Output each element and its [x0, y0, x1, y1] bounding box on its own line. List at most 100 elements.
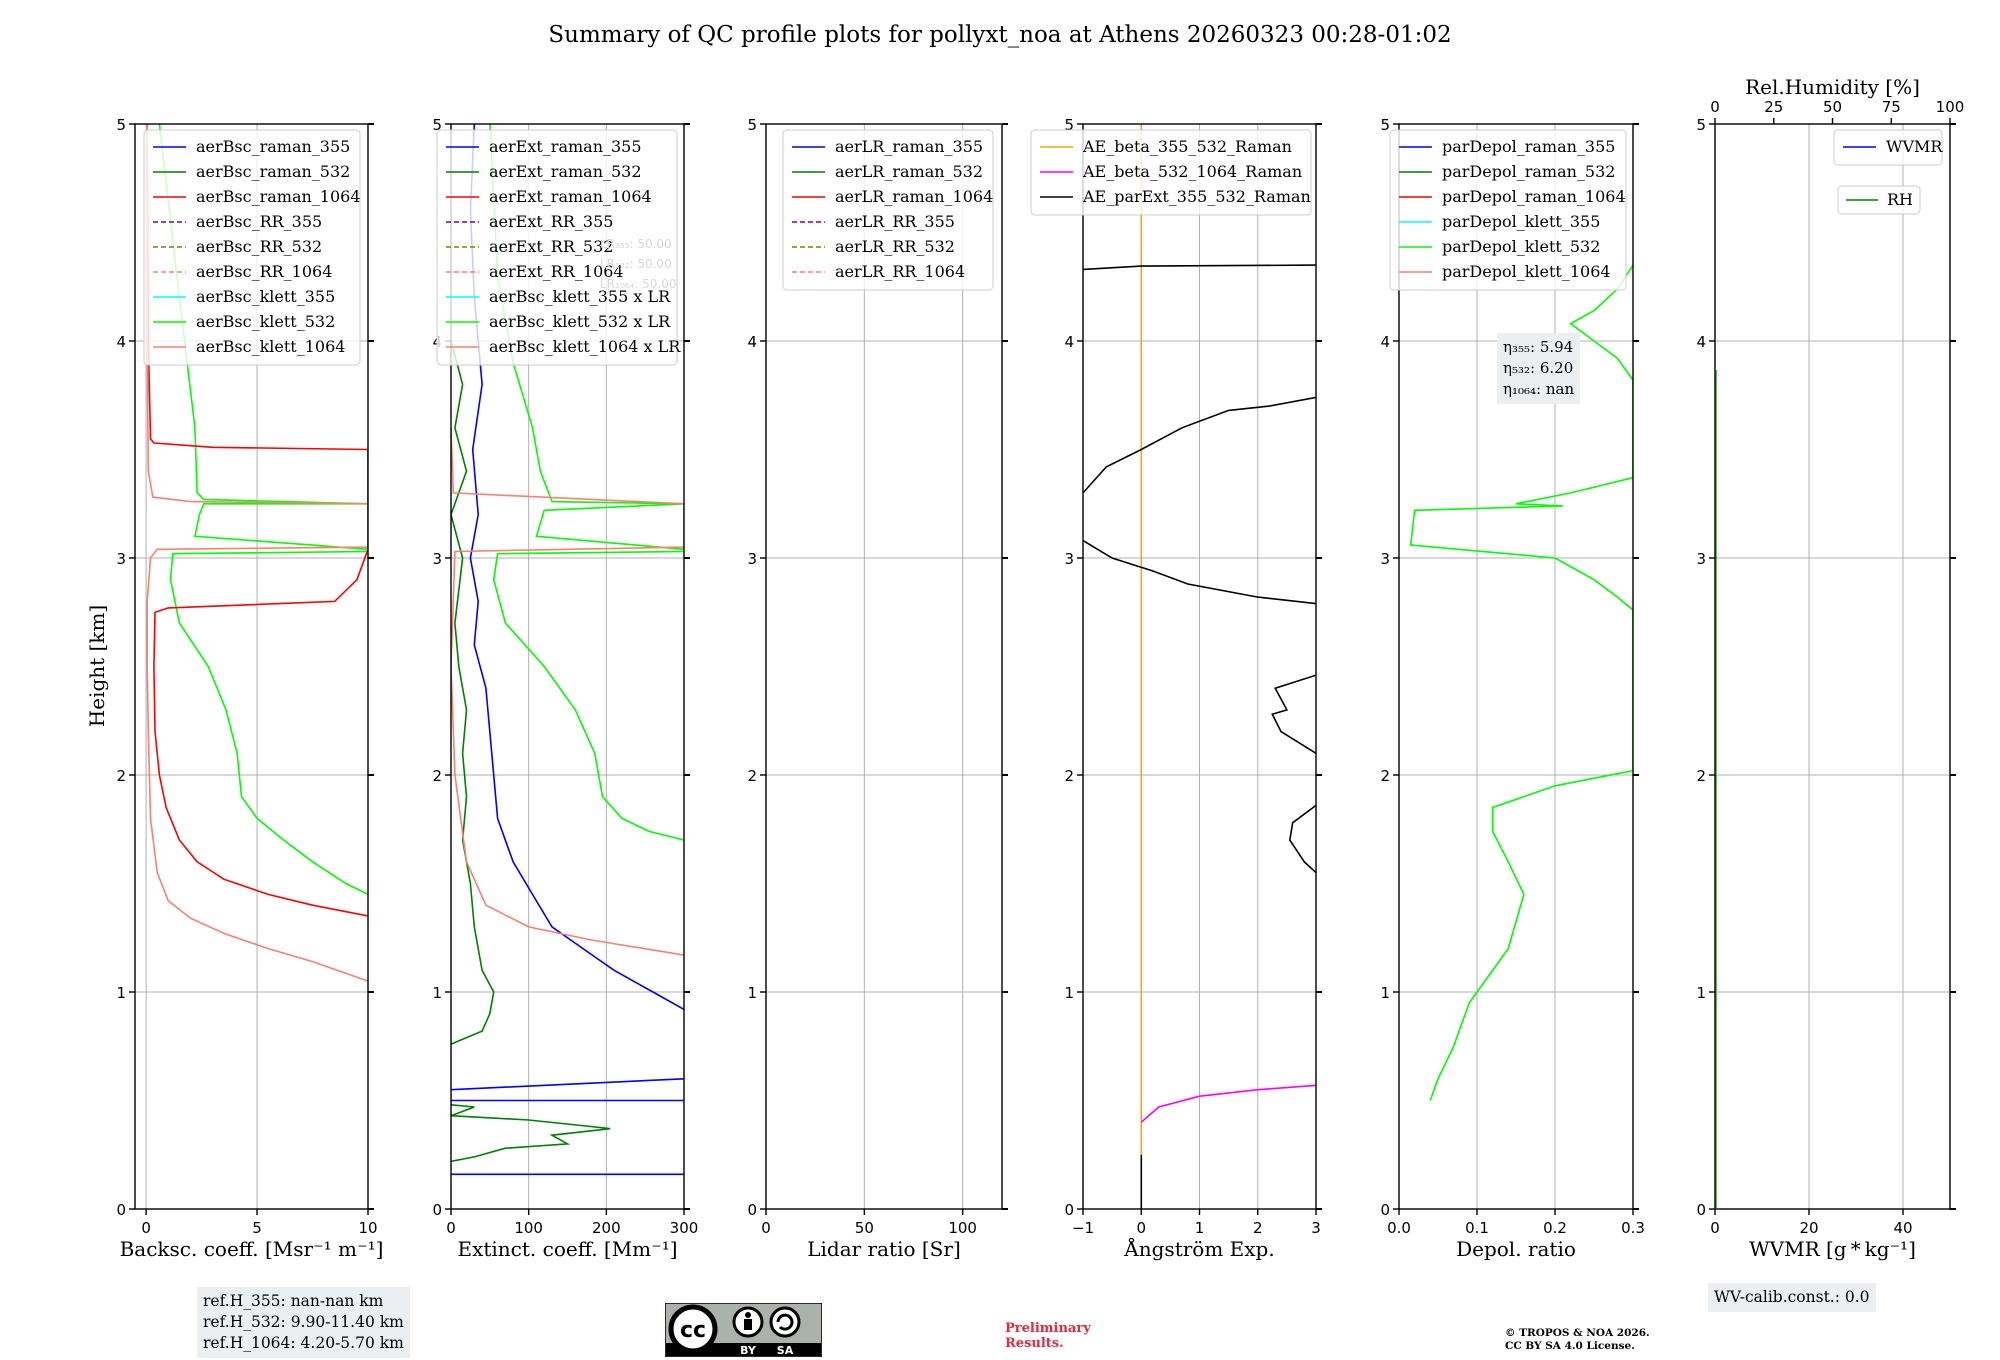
series-aerbsc-klett-532-x-lr: [489, 124, 684, 841]
refh-1064: ref.H_1064: 4.20-5.70 km: [203, 1334, 404, 1352]
y-tick-label: 3: [1064, 550, 1074, 568]
legend-label: aerExt_raman_1064: [489, 187, 652, 206]
legend-label: aerBsc_klett_1064: [196, 337, 345, 356]
copyright-note: © TROPOS & NOA 2026. CC BY SA 4.0 Licens…: [1505, 1327, 1650, 1353]
reference-height-box: ref.H_355: nan-nan km ref.H_532: 9.90-11…: [197, 1287, 410, 1358]
x-axis-label: Extinct. coeff. [Mm⁻¹]: [457, 1237, 677, 1261]
y-tick-label: 1: [116, 984, 126, 1002]
y-tick-label: 0: [116, 1201, 126, 1219]
legend-label: WVMR: [1886, 137, 1943, 156]
legend-box: [143, 129, 361, 366]
legend-label: AE_beta_532_1064_Raman: [1082, 162, 1302, 181]
x-tick-label: 0.2: [1543, 1219, 1567, 1237]
x-tick-label: 0: [446, 1219, 456, 1237]
series-aerbsc-klett-532: [158, 124, 368, 896]
axes-frame: [450, 123, 685, 1210]
legend-label: parDepol_raman_532: [1442, 162, 1615, 181]
legend: AE_beta_355_532_Raman AE_beta_532_1064_Ra…: [1030, 129, 1312, 216]
legend-box: [1389, 129, 1627, 291]
preliminary-note: Preliminary Results.: [1005, 1321, 1091, 1351]
sa-text: SA: [777, 1344, 794, 1357]
by-text: BY: [740, 1344, 757, 1357]
y-tick-label: 0: [1696, 1201, 1706, 1219]
y-tick-label: 1: [1064, 984, 1074, 1002]
x-axis-label: WVMR [g * kg⁻¹]: [1749, 1237, 1916, 1261]
y-tick-label: 2: [747, 767, 757, 785]
legend-label: aerLR_raman_532: [835, 162, 983, 181]
rh-legend: RH: [1837, 185, 1921, 215]
y-tick-label: 1: [1380, 984, 1390, 1002]
legend-box: [782, 129, 994, 291]
y-tick-label: 0: [747, 1201, 757, 1219]
legend-label: aerBsc_RR_355: [196, 212, 322, 231]
series-aerext-raman-532-near-range: [451, 1104, 611, 1163]
axes-frame: [1714, 123, 1951, 1210]
x-tick-label: 2: [1253, 1219, 1263, 1237]
y-tick-label: 4: [1064, 333, 1074, 351]
x-tick-label: 0.1: [1465, 1219, 1489, 1237]
y-tick-label: 0: [1380, 1201, 1390, 1219]
legend-label: aerLR_RR_532: [835, 237, 955, 256]
series-ae-beta-532-1064-raman: [1140, 1084, 1316, 1123]
y-tick-label: 5: [116, 116, 126, 134]
y-tick-label: 4: [116, 333, 126, 351]
legend-label: aerExt_raman_355: [489, 137, 642, 156]
legend-box: [1030, 129, 1312, 216]
y-tick-label: 1: [1696, 984, 1706, 1002]
y-tick-label: 5: [1380, 116, 1390, 134]
legend-label: aerBsc_RR_532: [196, 237, 322, 256]
rh-tick-label: 0: [1710, 98, 1720, 116]
x-tick-label: 0.0: [1387, 1219, 1411, 1237]
legend-label: aerBsc_klett_532: [196, 312, 335, 331]
legend-label: parDepol_klett_355: [1442, 212, 1600, 231]
rh-legend-box: [1837, 185, 1921, 215]
axes-frame: [765, 123, 1003, 1210]
legend-label: aerBsc_klett_355 x LR: [489, 287, 671, 306]
y-tick-label: 5: [1064, 116, 1074, 134]
x-tick-label: 300: [670, 1219, 699, 1237]
figure-title: Summary of QC profile plots for pollyxt_…: [548, 22, 1452, 48]
rh-top-axis: 0 25 50 75 100 Rel.Humidity [%]: [1710, 75, 1964, 124]
y-tick-label: 3: [1696, 550, 1706, 568]
x-tick-label: 0: [761, 1219, 771, 1237]
legend-label: aerExt_raman_532: [489, 162, 642, 181]
series-aerbsc-raman-1064: [146, 124, 368, 917]
x-tick-label: 200: [592, 1219, 621, 1237]
x-tick-label: 3: [1311, 1219, 1321, 1237]
x-axis-label: Backsc. coeff. [Msr⁻¹ m⁻¹]: [120, 1237, 384, 1261]
legend-label: parDepol_raman_1064: [1442, 187, 1626, 206]
y-tick-label: 2: [1380, 767, 1390, 785]
x-tick-label: 0.3: [1621, 1219, 1645, 1237]
x-tick-label: 0: [1136, 1219, 1146, 1237]
legend-label: aerBsc_raman_1064: [196, 187, 361, 206]
lr-note: LR₅₃₂: 50.00: [600, 257, 672, 271]
x-axis-label: Lidar ratio [Sr]: [807, 1237, 961, 1261]
legend: WVMR: [1833, 129, 1943, 166]
series-aerbsc-klett-1064: [146, 124, 368, 982]
series-ae-parext-355-532-raman-4: [1083, 539, 1316, 605]
x-tick-label: −1: [1072, 1219, 1094, 1237]
legend-label: aerBsc_klett_1064 x LR: [489, 337, 681, 356]
series-aerext-raman-532: [451, 340, 495, 1045]
rh-tick-label: 75: [1882, 98, 1901, 116]
rh-axis-label: Rel.Humidity [%]: [1745, 75, 1920, 99]
x-tick-label: 50: [855, 1219, 874, 1237]
x-tick-label: 10: [358, 1219, 377, 1237]
series-ae-parext-355-532-raman-5: [1271, 674, 1316, 754]
legend-label: aerBsc_klett_532 x LR: [489, 312, 671, 331]
y-tick-label: 3: [747, 550, 757, 568]
legend-label: aerExt_RR_532: [489, 237, 613, 256]
wv-calibration-box: WV-calib.const.: 0.0: [1708, 1283, 1876, 1312]
legend-label: aerBsc_RR_1064: [196, 262, 332, 281]
copyright-line-1: © TROPOS & NOA 2026.: [1505, 1327, 1650, 1339]
legend: aerLR_raman_355 aerLR_raman_532 aerLR_rama…: [782, 129, 994, 291]
x-tick-label: 100: [948, 1219, 977, 1237]
legend-label: AE_beta_355_532_Raman: [1082, 137, 1292, 156]
y-tick-label: 4: [1380, 333, 1390, 351]
eta-box: η₃₅₅: 5.94 η₅₃₂: 6.20 η₁₀₆₄: nan: [1497, 333, 1581, 404]
panel-extinction: 0123450100200300Extinct. coeff. [Mm⁻¹]ae…: [432, 116, 698, 1261]
